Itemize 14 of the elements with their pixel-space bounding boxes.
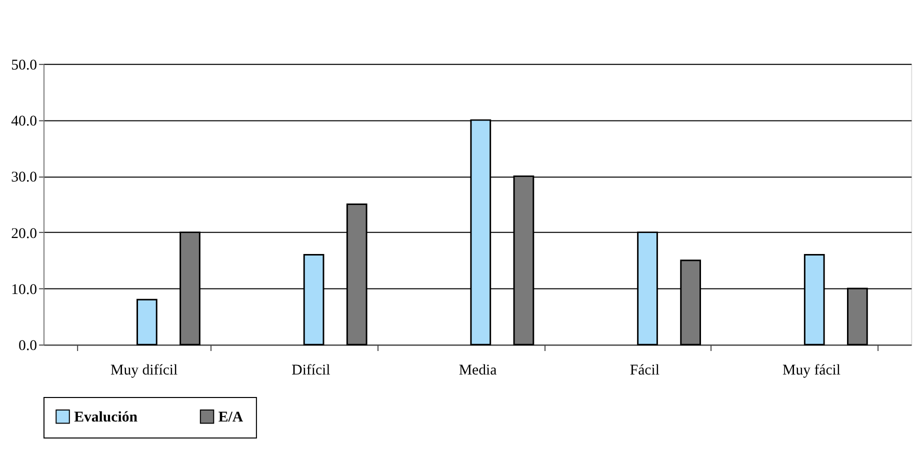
x-tick-label: Fácil xyxy=(630,362,660,379)
y-tick-label: 40.0 xyxy=(11,113,38,130)
legend-label: Evalución xyxy=(74,410,138,426)
y-tick-label: 50.0 xyxy=(11,57,38,74)
y-tick-label: 0.0 xyxy=(18,338,38,354)
x-tick-label: Difícil xyxy=(292,362,330,379)
y-tick-label: 10.0 xyxy=(11,282,38,298)
bar xyxy=(136,298,158,346)
x-tick-label: Muy difícil xyxy=(110,362,178,379)
legend-label: E/A xyxy=(218,410,244,426)
y-tick-label: 20.0 xyxy=(11,226,38,242)
y-tick-label: 30.0 xyxy=(11,170,38,186)
x-tick-label: Muy fácil xyxy=(782,362,841,379)
x-tick-label: Media xyxy=(458,362,498,379)
